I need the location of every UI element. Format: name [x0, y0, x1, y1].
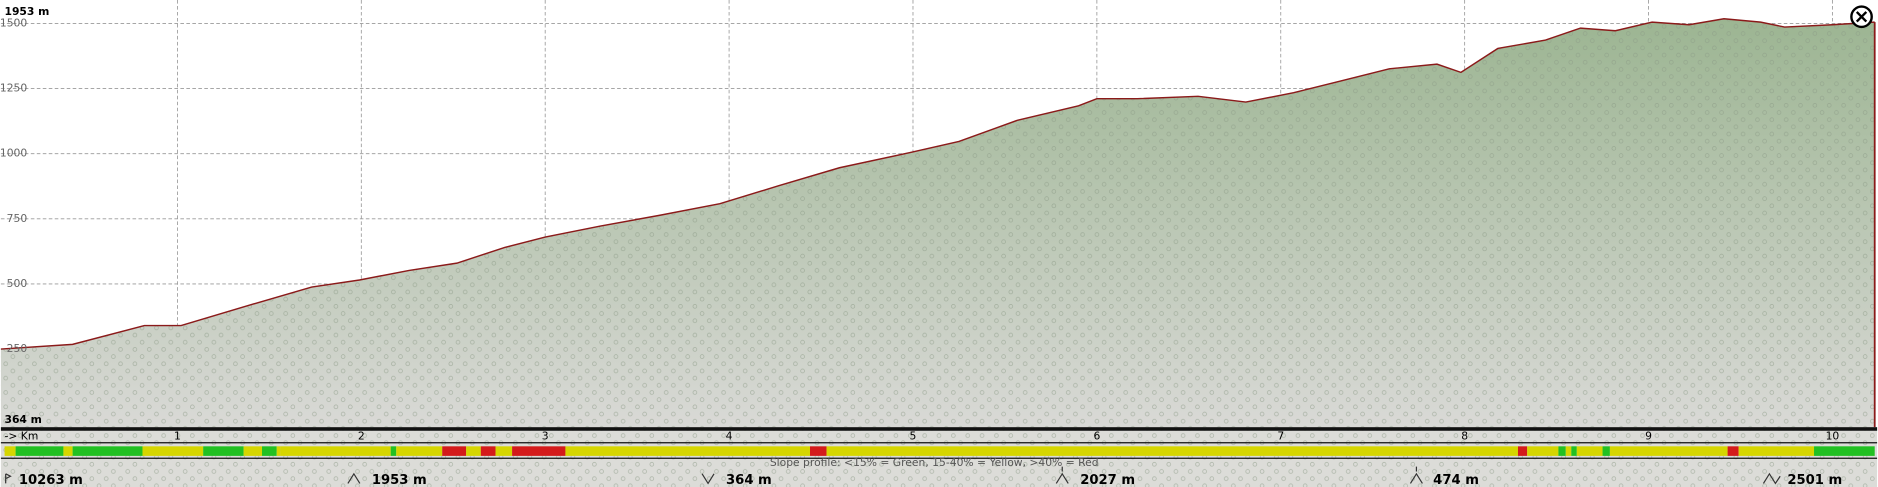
- slope-segment: [1738, 446, 1815, 456]
- x-tick-label: 4: [726, 430, 733, 443]
- y-tick-label: 1000: [0, 147, 27, 160]
- x-tick-label: 10: [1826, 430, 1840, 443]
- slope-segment: [466, 446, 481, 456]
- footer-icons: [5, 466, 1781, 485]
- slope-segment: [4, 446, 16, 456]
- slope-segment: [512, 446, 566, 456]
- slope-segment: [442, 446, 467, 456]
- y-tick-label: 500: [7, 277, 28, 290]
- footer-stat: 2027 m: [1080, 473, 1135, 487]
- slope-segment: [1558, 446, 1566, 456]
- slope-segment: [1609, 446, 1728, 456]
- slope-segment: [826, 446, 1518, 456]
- footer-stat: 364 m: [726, 473, 772, 487]
- slope-segment: [1517, 446, 1528, 456]
- slope-segment: [1576, 446, 1603, 456]
- slope-segment: [1565, 446, 1572, 456]
- slope-segment: [1602, 446, 1610, 456]
- footer-stat: 2501 m: [1787, 473, 1842, 487]
- slope-segment: [203, 446, 244, 456]
- x-tick-label: 1: [174, 430, 181, 443]
- slope-segment: [142, 446, 204, 456]
- slope-segment: [396, 446, 443, 456]
- x-tick-label: 5: [910, 430, 917, 443]
- axis-bar: [0, 427, 1878, 431]
- slope-segment: [810, 446, 827, 456]
- slope-segment: [1527, 446, 1559, 456]
- icon-min: [701, 473, 715, 485]
- slope-segment: [63, 446, 73, 456]
- slope-segment: [480, 446, 496, 456]
- slope-segment: [15, 446, 64, 456]
- slope-segment: [565, 446, 811, 456]
- slope-segment: [243, 446, 263, 456]
- slope-segment: [72, 446, 143, 456]
- x-tick-label: 3: [542, 430, 549, 443]
- slope-segment: [495, 446, 513, 456]
- y-tick-label: 750: [7, 212, 28, 225]
- footer-stat: 474 m: [1433, 473, 1479, 487]
- icon-ascent: [1055, 466, 1069, 484]
- x-tick-label: 2: [358, 430, 365, 443]
- x-tick-label: 6: [1093, 430, 1100, 443]
- footer-stat: 1953 m: [372, 473, 427, 487]
- x-tick-label: 8: [1461, 430, 1468, 443]
- close-button[interactable]: [1850, 5, 1873, 29]
- y-tick-label: 250: [7, 342, 28, 355]
- slope-segment: [1571, 446, 1577, 456]
- slope-legend: Slope profile: <15% = Green, 15-40% = Ye…: [770, 456, 1099, 469]
- area-pattern: [0, 18, 1875, 428]
- min-label: 364 m: [4, 413, 41, 426]
- icon-distance: [5, 473, 12, 484]
- icon-descent: [1409, 466, 1423, 484]
- profile-line: [0, 18, 1875, 350]
- slope-segment: [1727, 446, 1739, 456]
- x-label: -> Km: [4, 430, 38, 443]
- slope-segment: [390, 446, 397, 456]
- footer-pattern: [0, 427, 1878, 487]
- x-tick-label: 7: [1277, 430, 1284, 443]
- icon-total: [1762, 472, 1781, 485]
- y-tick-label: 1250: [0, 82, 27, 95]
- close-x[interactable]: [1855, 11, 1868, 23]
- slope-segment: [1814, 446, 1875, 456]
- x-tick-label: 9: [1645, 430, 1652, 443]
- icon-max: [347, 472, 361, 484]
- footer-stat: 10263 m: [19, 473, 83, 487]
- slope-segment: [276, 446, 281, 456]
- slope-segment: [262, 446, 277, 456]
- max-label: 1953 m: [4, 5, 49, 18]
- y-tick-label: 1500: [0, 16, 27, 29]
- slope-segment: [280, 446, 391, 456]
